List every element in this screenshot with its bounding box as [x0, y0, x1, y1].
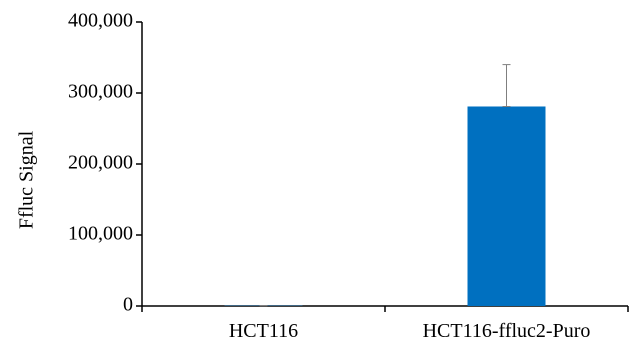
y-axis-title: Ffluc Signal [16, 130, 38, 229]
y-axis-title-group: Ffluc Signal [16, 130, 38, 229]
x-tick-label: HCT116 [229, 320, 298, 341]
y-tick-label: 200,000 [68, 152, 133, 174]
y-tick-label: 400,000 [68, 10, 133, 32]
x-tick-label: HCT116-ffluc2-Puro [423, 320, 591, 341]
y-tick-label: 100,000 [68, 223, 133, 245]
y-tick-label: 0 [123, 294, 133, 316]
y-tick-label: 300,000 [68, 81, 133, 103]
bar [467, 106, 546, 307]
